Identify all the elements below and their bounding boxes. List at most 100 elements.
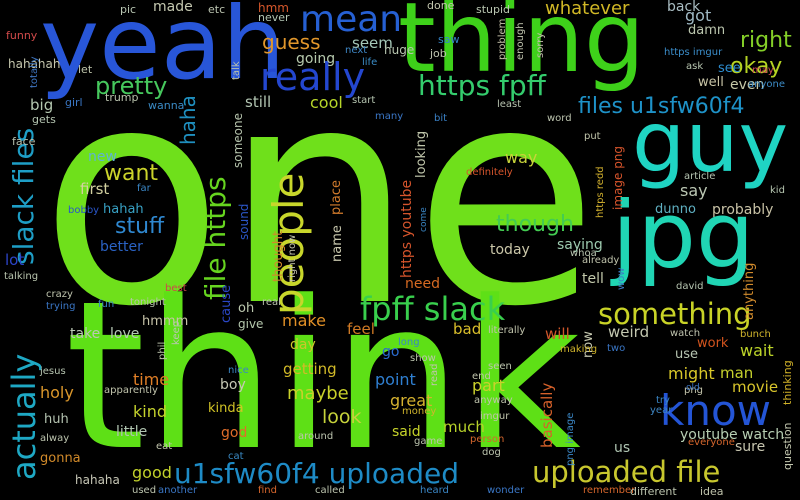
word-movie: movie — [732, 378, 779, 396]
word-look: look — [322, 406, 362, 428]
word-sure: sure — [735, 439, 766, 455]
word-whoa: whoa — [570, 248, 597, 259]
word-okay: okay — [730, 54, 783, 79]
word-though: though — [496, 212, 574, 237]
word-file-https: file https — [199, 176, 232, 300]
word-idea: idea — [700, 485, 724, 498]
word-saying: saying — [557, 237, 603, 253]
word-feel: feel — [347, 320, 375, 338]
word-image-png: image png — [611, 145, 625, 210]
word-great: great — [390, 391, 433, 410]
word-basically: basically — [538, 382, 556, 448]
word-work: work — [697, 336, 729, 351]
word-already: already — [582, 255, 620, 266]
word-anything: anything — [742, 262, 757, 320]
word-alway: alway — [40, 433, 70, 444]
word-making: making — [560, 344, 598, 355]
word-saw: saw — [438, 33, 460, 46]
word-pic: pic — [120, 3, 137, 16]
word-remember: remember — [583, 485, 636, 496]
word-actually: actually — [5, 353, 43, 480]
word-lot: lot — [5, 251, 25, 269]
word-use: use — [675, 347, 699, 362]
word-talking: talking — [4, 271, 39, 282]
word-gets: gets — [32, 113, 56, 126]
word-give: give — [238, 317, 264, 331]
word-https-fpff: https fpff — [418, 69, 546, 102]
word-will: will — [545, 325, 570, 343]
word-year: year — [650, 405, 673, 416]
word-far: far — [137, 183, 151, 194]
word-etc: etc — [208, 3, 226, 16]
word-ask: ask — [686, 61, 704, 72]
word-thing: thing — [398, 0, 645, 94]
word-talk: talk — [231, 61, 242, 80]
word-come: come — [419, 207, 429, 232]
word-boy: boy — [220, 377, 246, 393]
word-whatever: whatever — [545, 0, 630, 19]
word-next: next — [345, 45, 368, 56]
word-anyone: anyone — [748, 79, 785, 90]
word-wow: wow — [616, 267, 627, 290]
word-bad: bad — [453, 320, 482, 338]
word-wanna: wanna — [148, 99, 185, 112]
word-someone: someone — [231, 113, 245, 168]
word-crazy: crazy — [46, 289, 73, 300]
word-person: person — [470, 434, 505, 445]
word-apparently: apparently — [104, 385, 158, 396]
word-eat: eat — [156, 441, 173, 452]
word-word: word — [547, 113, 572, 124]
word-girl: girl — [65, 96, 83, 109]
word-wait: wait — [740, 341, 774, 360]
word-question: question — [781, 422, 794, 470]
word-need: need — [405, 276, 440, 292]
word-looking: looking — [414, 130, 429, 178]
word-put: put — [584, 131, 601, 142]
word-trump: trump — [105, 91, 139, 104]
word-hahaha: hahaha — [75, 473, 120, 487]
word-keep: keep — [171, 320, 182, 345]
word-something: something — [598, 297, 752, 331]
word-holy: holy — [40, 383, 74, 402]
word-png: png — [684, 385, 704, 396]
word-article: article — [684, 171, 716, 182]
word-never: never — [258, 11, 290, 24]
word-dunno: dunno — [655, 202, 696, 217]
word-kid: kid — [770, 185, 785, 196]
word-hahah: hahah — [103, 202, 144, 217]
word-u1sfw60f4-uploaded: u1sfw60f4 uploaded — [174, 457, 459, 490]
word-slack-files: slack files — [7, 127, 40, 265]
word-heard: heard — [420, 485, 449, 496]
word-called: called — [315, 485, 345, 496]
word-one: one — [40, 23, 599, 372]
word-kind: kind — [133, 402, 168, 421]
word-right-now: right now — [287, 234, 298, 282]
word-wonder: wonder — [487, 485, 525, 496]
word-done: done — [427, 0, 455, 12]
word-thinking: thinking — [781, 360, 794, 405]
word-name: name — [330, 225, 345, 262]
word-long: long — [398, 337, 420, 348]
word-make: make — [282, 311, 326, 330]
word-weird: weird — [608, 323, 650, 341]
word-way: way — [505, 148, 538, 167]
word-start: start — [352, 95, 376, 106]
word-love: love — [110, 326, 140, 342]
word-hahahah: hahahah — [8, 57, 61, 71]
word-dog: dog — [482, 447, 501, 458]
word-best: best — [165, 283, 187, 294]
word-today: today — [490, 242, 530, 258]
word-money: money — [402, 406, 437, 417]
word-phil: phil — [157, 341, 168, 360]
word-guess: guess — [262, 30, 321, 54]
word-thought: thought — [271, 230, 286, 282]
word-gonna: gonna — [40, 451, 81, 466]
word-getting: getting — [283, 360, 337, 378]
word-big: big — [30, 96, 54, 114]
word-bit: bit — [434, 113, 448, 124]
word-even: even — [730, 77, 765, 93]
word-show: show — [410, 353, 436, 364]
word-fun: fun — [98, 299, 115, 310]
word-back: back — [667, 0, 701, 15]
word-enough: enough — [515, 22, 526, 60]
